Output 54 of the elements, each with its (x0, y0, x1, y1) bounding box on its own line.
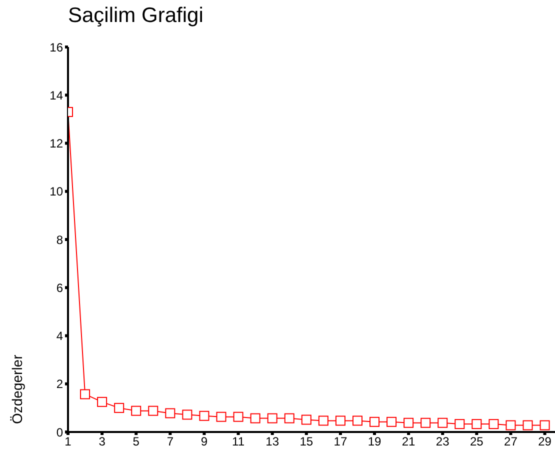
point (454, 419, 465, 430)
point (284, 413, 294, 424)
x-tick-label: 27 (504, 434, 518, 449)
y-tick-label: 14 (50, 88, 64, 102)
x-tick-label: 5 (132, 434, 140, 449)
point (488, 419, 499, 430)
point (335, 416, 346, 426)
point (404, 418, 414, 428)
y-axis-title: Özdegerler (9, 354, 25, 424)
point (233, 412, 244, 422)
y-tick-label: 8 (56, 232, 64, 247)
x-tick-label: 17 (334, 434, 348, 449)
point (267, 413, 278, 424)
point (522, 420, 533, 430)
point (386, 416, 397, 427)
point (250, 413, 260, 424)
y-tick-label: 2 (56, 377, 64, 392)
point (506, 420, 516, 430)
point (318, 416, 328, 426)
x-tick-label: 21 (402, 434, 416, 449)
x-tick-label: 19 (368, 434, 382, 449)
point (438, 418, 448, 428)
point (199, 410, 210, 421)
point (370, 416, 380, 427)
point (114, 402, 124, 413)
x-tick-label: 7 (166, 434, 174, 449)
point (80, 389, 90, 400)
x-tick-label: 29 (538, 434, 552, 449)
point (165, 408, 176, 418)
point (97, 396, 108, 407)
point (352, 416, 362, 426)
y-tick-label: 10 (50, 184, 64, 199)
chart-title: Saçilim Grafigi (68, 4, 204, 28)
x-tick-label: 13 (266, 434, 280, 449)
point (131, 406, 142, 416)
y-tick-label: 12 (50, 136, 64, 151)
x-tick-label: 15 (300, 434, 314, 449)
x-tick-label: 11 (232, 434, 245, 449)
x-tick-label: 9 (200, 434, 208, 449)
point (148, 406, 158, 416)
y-tick-label: 6 (56, 280, 64, 295)
x-tick-label: 23 (436, 434, 450, 449)
point (216, 412, 226, 422)
point (301, 414, 312, 425)
point (540, 420, 550, 430)
x-tick-label: 25 (470, 434, 484, 449)
point (472, 419, 482, 430)
point (182, 410, 192, 420)
x-tick-label: 3 (98, 434, 106, 449)
y-tick-label: 0 (56, 425, 64, 440)
y-tick-label: 16 (50, 40, 64, 54)
y-tick-label: 4 (56, 329, 64, 344)
point (420, 418, 431, 428)
x-tick-label: 1 (64, 434, 72, 449)
